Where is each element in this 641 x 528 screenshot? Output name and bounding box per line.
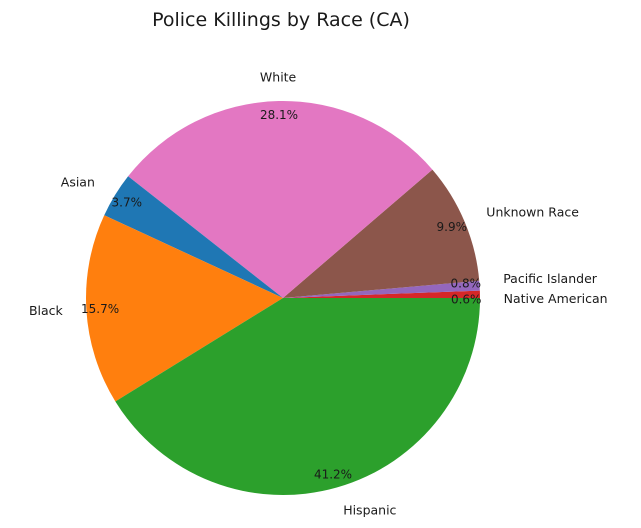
pct-label-hispanic: 41.2% (314, 467, 352, 481)
category-label-asian: Asian (61, 175, 95, 190)
pct-label-white: 28.1% (260, 108, 298, 122)
pie-slices (85, 100, 480, 496)
category-label-native-american: Native American (504, 291, 608, 306)
pie-slice-black (85, 215, 283, 402)
pie-labels: 0.6% Native American 0.8% Pacific Islander 9… (29, 69, 608, 517)
pie-slice-unknown-race (283, 169, 480, 298)
category-label-hispanic: Hispanic (343, 502, 396, 517)
category-label-black: Black (29, 303, 64, 318)
pct-label-asian: 3.7% (112, 195, 143, 209)
pie-slice-pacific-islander (283, 280, 480, 298)
chart-title: Police Killings by Race (CA) (152, 9, 410, 31)
category-label-unknown-race: Unknown Race (486, 204, 579, 219)
pct-label-black: 15.7% (81, 302, 119, 316)
pct-label-pacific-islander: 0.8% (451, 277, 482, 291)
pie-slice-native-american (283, 290, 480, 298)
pct-label-unknown-race: 9.9% (437, 220, 468, 234)
pct-label-native-american: 0.6% (451, 293, 482, 307)
pie-slice-asian (104, 176, 283, 298)
category-label-pacific-islander: Pacific Islander (503, 271, 598, 286)
pie-slice-white (128, 100, 433, 298)
category-label-white: White (260, 69, 297, 84)
pie-slice-hispanic (115, 298, 480, 496)
